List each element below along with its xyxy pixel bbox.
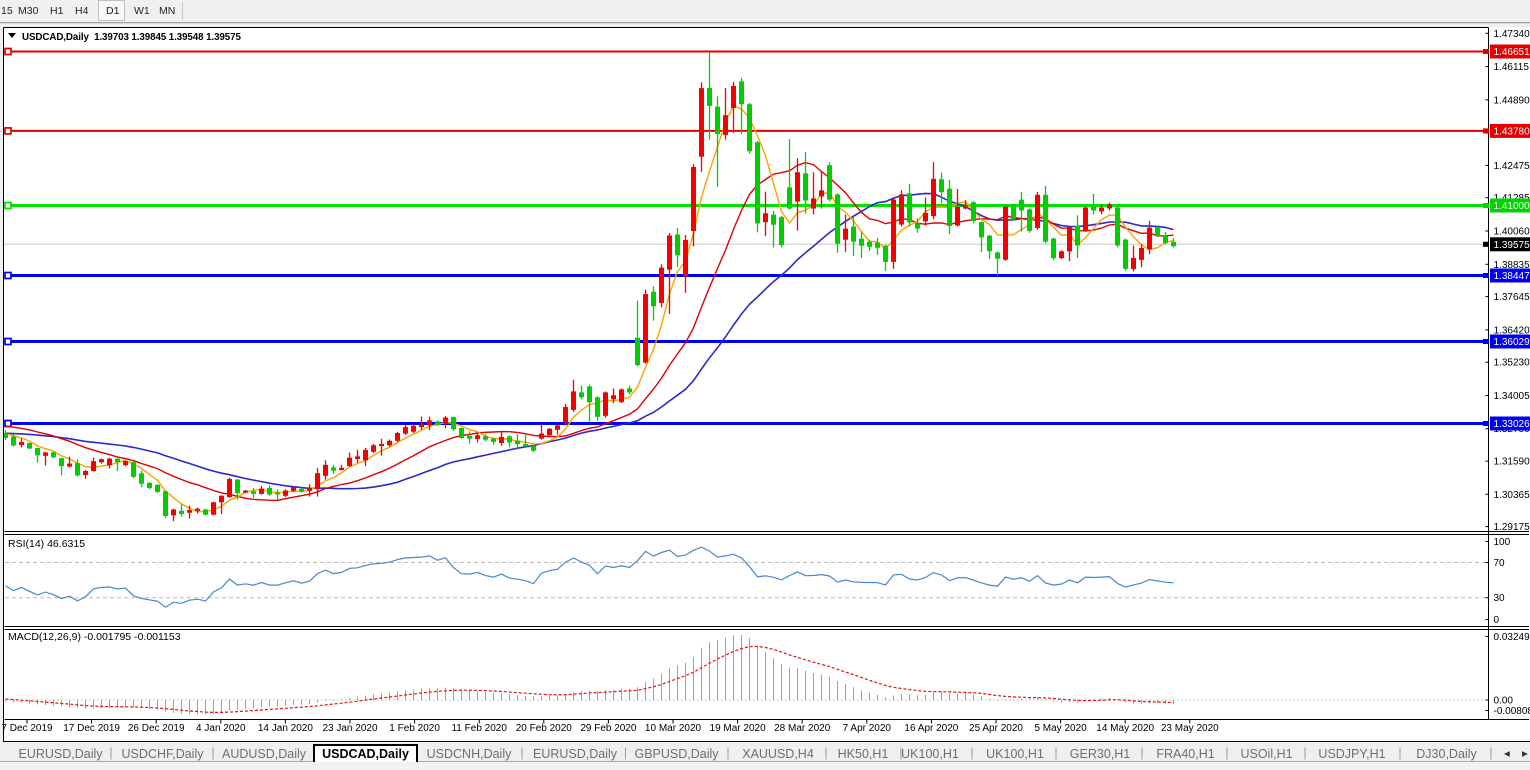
svg-text:1.47340: 1.47340 — [1494, 29, 1530, 40]
svg-text:5 May 2020: 5 May 2020 — [1034, 723, 1087, 734]
svg-text:1.31590: 1.31590 — [1494, 457, 1530, 468]
svg-text:100: 100 — [1494, 537, 1511, 548]
svg-text:RSI(14) 46.6315: RSI(14) 46.6315 — [8, 538, 85, 550]
svg-text:1.42475: 1.42475 — [1494, 161, 1530, 172]
svg-text:23 May 2020: 23 May 2020 — [1161, 723, 1219, 734]
svg-text:USDCAD,Daily 1.39703 1.39845: USDCAD,Daily 1.39703 1.39845 1.39548 1.3… — [22, 32, 241, 43]
svg-text:29 Feb 2020: 29 Feb 2020 — [580, 723, 637, 734]
svg-text:26 Dec 2019: 26 Dec 2019 — [128, 723, 185, 734]
svg-text:0: 0 — [1494, 615, 1500, 626]
svg-text:1.34005: 1.34005 — [1494, 391, 1530, 402]
svg-text:0.00: 0.00 — [1494, 696, 1514, 707]
svg-text:10 Mar 2020: 10 Mar 2020 — [645, 723, 702, 734]
svg-text:1.46651: 1.46651 — [1494, 47, 1530, 58]
svg-text:1.30365: 1.30365 — [1494, 490, 1530, 501]
svg-text:16 Apr 2020: 16 Apr 2020 — [904, 723, 958, 734]
svg-text:1.36029: 1.36029 — [1494, 337, 1530, 348]
svg-text:23 Jan 2020: 23 Jan 2020 — [322, 723, 377, 734]
svg-text:1.41000: 1.41000 — [1494, 201, 1530, 212]
svg-text:1.36420: 1.36420 — [1494, 325, 1530, 336]
svg-text:1.37645: 1.37645 — [1494, 292, 1530, 303]
svg-text:1.38447: 1.38447 — [1494, 271, 1530, 282]
svg-text:1.43780: 1.43780 — [1494, 126, 1530, 137]
svg-text:1.39575: 1.39575 — [1494, 240, 1530, 251]
svg-text:30: 30 — [1494, 593, 1506, 604]
svg-text:28 Mar 2020: 28 Mar 2020 — [774, 723, 831, 734]
svg-text:0.032493: 0.032493 — [1494, 632, 1530, 643]
svg-text:MACD(12,26,9) -0.001795 -0.001: MACD(12,26,9) -0.001795 -0.001153 — [8, 631, 181, 643]
svg-text:1.35230: 1.35230 — [1494, 358, 1530, 369]
svg-text:7 Apr 2020: 7 Apr 2020 — [843, 723, 892, 734]
svg-text:-0.00808: -0.00808 — [1494, 706, 1530, 717]
svg-text:70: 70 — [1494, 558, 1506, 569]
svg-text:1.40060: 1.40060 — [1494, 227, 1530, 238]
svg-text:1.38835: 1.38835 — [1494, 260, 1530, 271]
svg-text:4 Jan 2020: 4 Jan 2020 — [196, 723, 246, 734]
svg-text:7 Dec 2019: 7 Dec 2019 — [1, 723, 53, 734]
svg-text:1.29175: 1.29175 — [1494, 522, 1530, 533]
svg-text:20 Feb 2020: 20 Feb 2020 — [516, 723, 573, 734]
svg-text:25 Apr 2020: 25 Apr 2020 — [969, 723, 1023, 734]
svg-text:1.46115: 1.46115 — [1494, 62, 1530, 73]
svg-text:17 Dec 2019: 17 Dec 2019 — [63, 723, 120, 734]
svg-text:11 Feb 2020: 11 Feb 2020 — [451, 723, 507, 734]
svg-text:1.44890: 1.44890 — [1494, 95, 1530, 106]
svg-text:19 Mar 2020: 19 Mar 2020 — [710, 723, 767, 734]
svg-text:14 May 2020: 14 May 2020 — [1096, 723, 1154, 734]
svg-text:1 Feb 2020: 1 Feb 2020 — [389, 723, 440, 734]
svg-text:14 Jan 2020: 14 Jan 2020 — [258, 723, 313, 734]
svg-text:1.33026: 1.33026 — [1494, 419, 1530, 430]
